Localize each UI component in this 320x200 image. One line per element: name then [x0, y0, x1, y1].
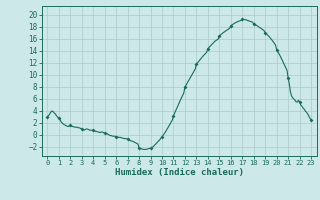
X-axis label: Humidex (Indice chaleur): Humidex (Indice chaleur)	[115, 168, 244, 177]
